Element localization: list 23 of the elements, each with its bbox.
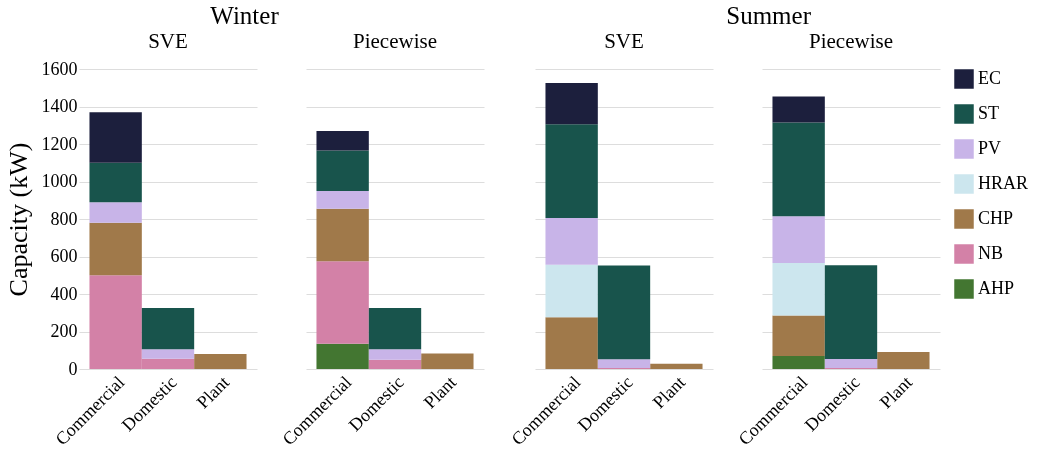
y-axis-title: Capacity (kW): [3, 142, 33, 297]
y-tick-label: 1400: [41, 96, 78, 116]
legend-label: PV: [978, 138, 1002, 158]
legend-label: ST: [978, 103, 1000, 123]
legend-label: EC: [978, 68, 1002, 88]
y-tick-label: 0: [68, 358, 78, 379]
y-tick-label: 400: [50, 283, 78, 304]
legend-label: AHP: [978, 278, 1015, 298]
text: SVE: [148, 29, 188, 53]
legend-label: HRAR: [978, 173, 1029, 193]
text: Piecewise: [809, 29, 893, 53]
legend-label: NB: [978, 243, 1004, 263]
chart-title: Summer: [726, 2, 812, 29]
text: SVE: [604, 29, 644, 53]
legend-label: CHP: [978, 208, 1014, 228]
y-tick-label: 200: [50, 321, 78, 341]
y-tick-label: 600: [50, 246, 78, 266]
y-tick-label: 800: [50, 208, 78, 229]
text: Piecewise: [353, 29, 437, 53]
y-tick-label: 1200: [41, 133, 78, 154]
y-tick-label: 1600: [41, 58, 78, 79]
chart-title: Winter: [210, 2, 280, 29]
y-tick-label: 1000: [41, 171, 78, 191]
